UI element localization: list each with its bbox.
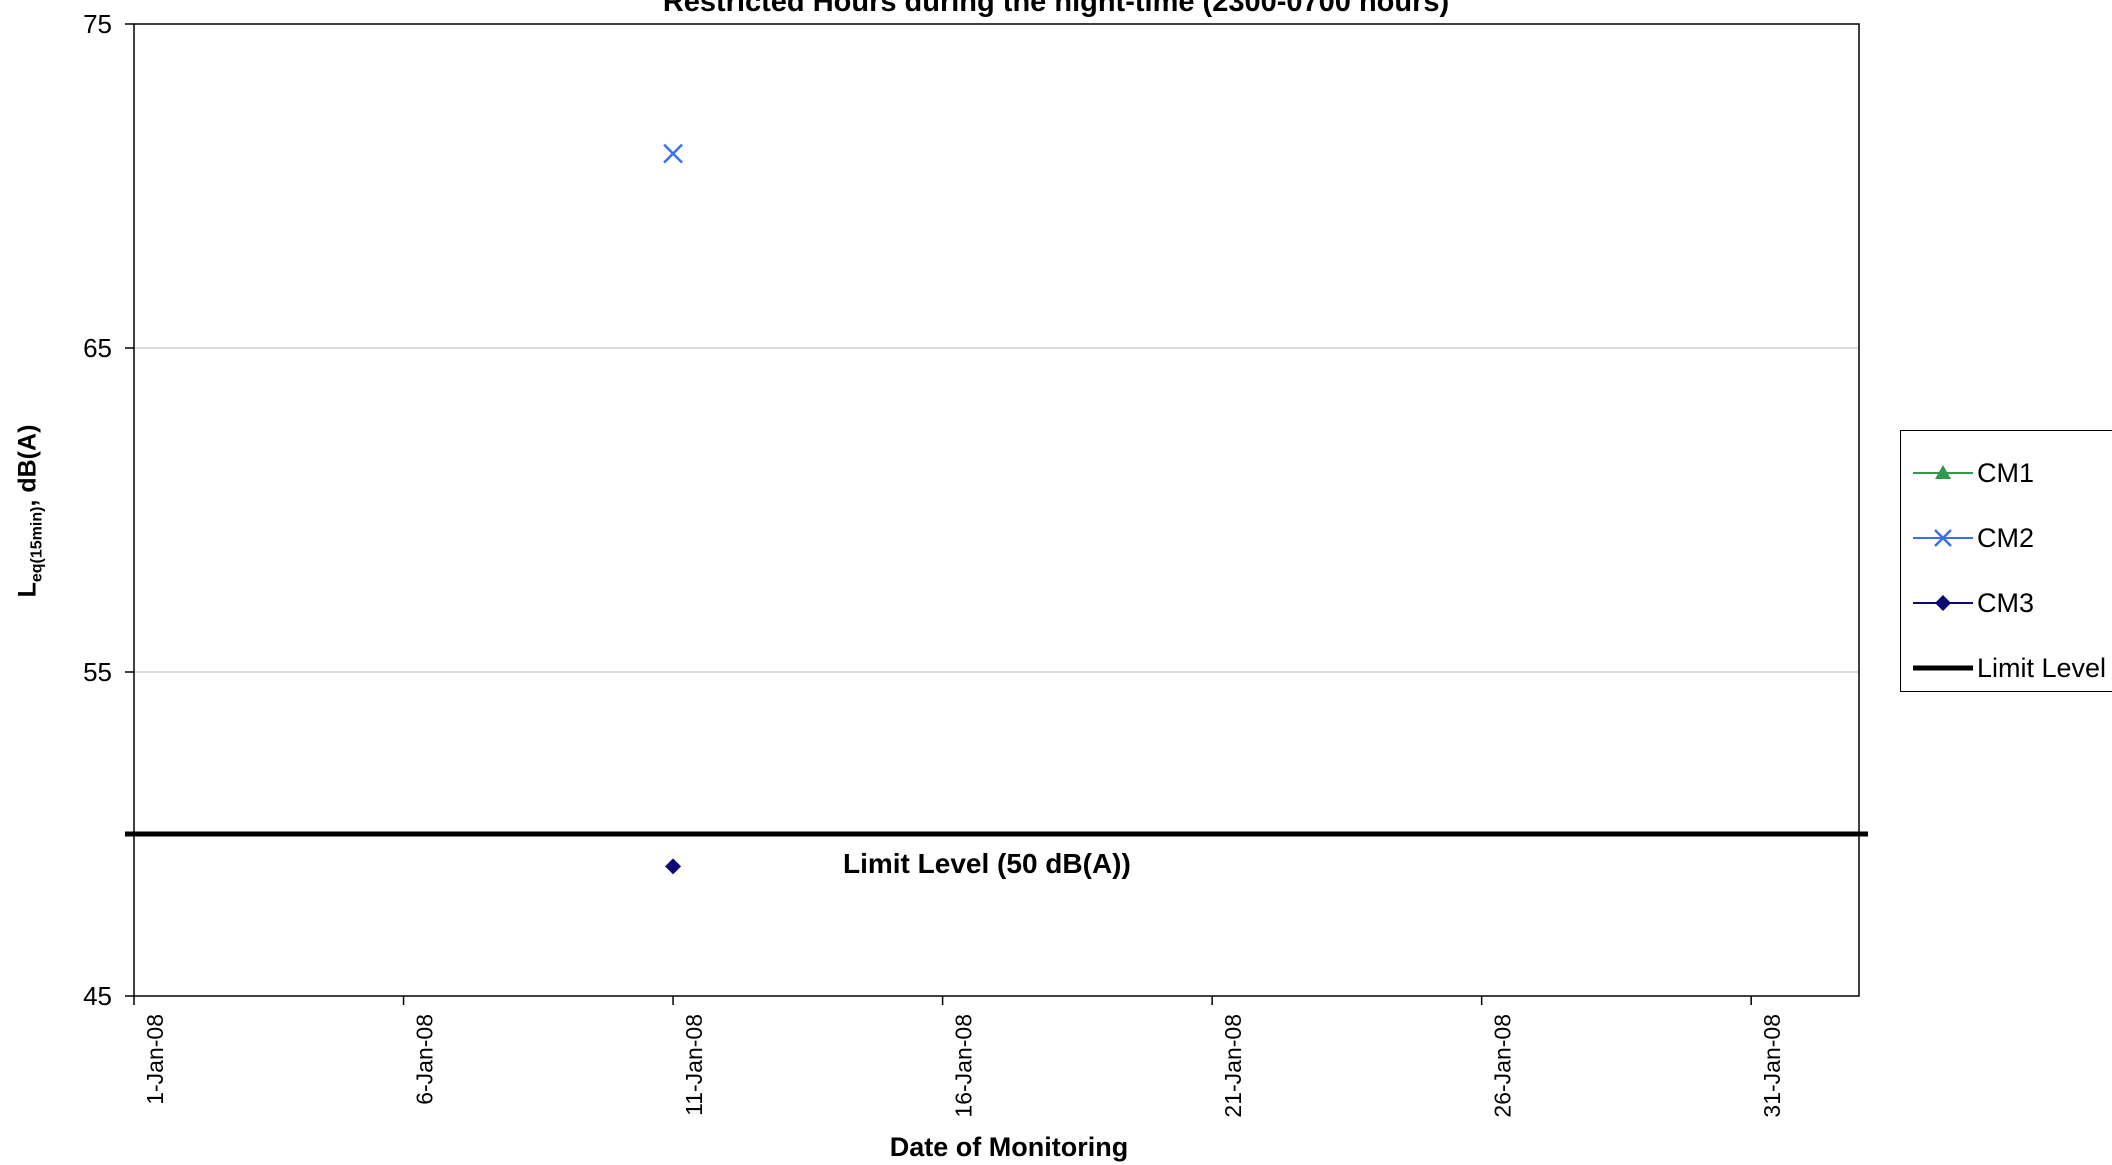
diamond-marker-icon	[1913, 595, 1973, 611]
x-axis: 1-Jan-08 6-Jan-08 11-Jan-08 16-Jan-08 21-Jan…	[133, 996, 1785, 1118]
legend-item-limit-level: Limit Level	[1911, 648, 2106, 688]
plot-area	[133, 23, 1860, 997]
y-tick-label: 45	[83, 981, 112, 1011]
legend-item-cm1: CM1	[1911, 453, 2034, 493]
x-marker-icon	[1913, 529, 1973, 547]
x-tick-label: 16-Jan-08	[951, 1014, 977, 1118]
gridlines	[134, 347, 1859, 673]
y-axis-label-main: L	[13, 582, 42, 598]
legend-item-cm3: CM3	[1911, 583, 2034, 623]
x-tick-label: 11-Jan-08	[681, 1014, 707, 1116]
y-tick-label: 75	[83, 9, 112, 39]
x-tick-label: 21-Jan-08	[1220, 1014, 1246, 1118]
legend-item-cm2: CM2	[1911, 518, 2034, 558]
y-tick-label: 65	[83, 333, 112, 363]
x-tick-label: 31-Jan-08	[1759, 1014, 1785, 1118]
x-axis-label: Date of Monitoring	[889, 1132, 1129, 1162]
y-axis: 45 55 65 75	[83, 9, 134, 1011]
data-point-cm2	[663, 143, 683, 164]
legend-label: CM1	[1977, 457, 2035, 488]
chart-title: Restricted Hours during the night-time (…	[662, 0, 1450, 18]
data-point-cm3	[665, 858, 682, 875]
line-marker-icon	[1913, 665, 1973, 671]
x-tick-label: 1-Jan-08	[142, 1014, 168, 1105]
legend-label: Limit Level	[1977, 652, 2107, 683]
legend: CM1 CM2 CM3 Limit Level	[1900, 430, 2112, 692]
y-axis-label-unit: , dB(A)	[13, 424, 42, 507]
limit-level-annotation: Limit Level (50 dB(A))	[843, 848, 1131, 879]
x-tick-label: 6-Jan-08	[412, 1014, 438, 1105]
legend-label: CM2	[1977, 522, 2035, 553]
data-points	[663, 143, 683, 875]
y-axis-label-subscript: eq(15min)	[28, 506, 46, 583]
triangle-marker-icon	[1913, 465, 1973, 479]
y-axis-label: Leq(15min), dB(A)	[14, 425, 47, 598]
x-tick-label: 26-Jan-08	[1490, 1014, 1516, 1118]
legend-label: CM3	[1977, 587, 2035, 618]
y-tick-label: 55	[83, 657, 112, 687]
